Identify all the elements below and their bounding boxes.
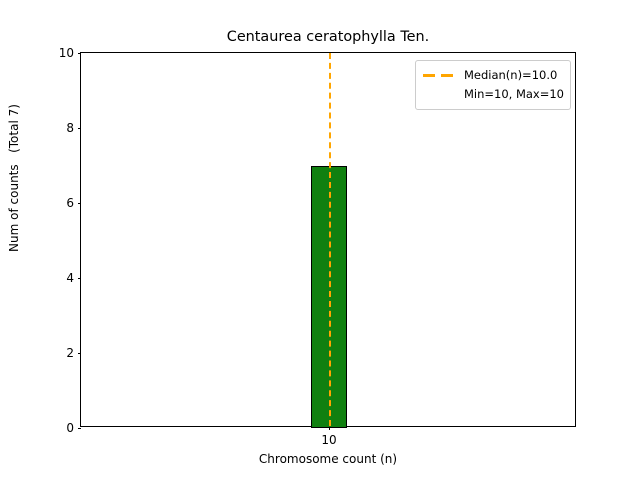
page-title: Centaurea ceratophylla Ten.	[226, 29, 430, 45]
y-tick-mark	[77, 127, 81, 129]
bar	[311, 165, 347, 428]
legend-entry: Min=10, Max=10	[422, 85, 564, 104]
x-axis-label: Chromosome count (n)	[258, 452, 398, 466]
y-tick-label: 0	[66, 421, 74, 435]
y-tick-mark	[77, 52, 81, 54]
y-tick-label: 6	[66, 196, 74, 210]
legend-label: Median(n)=10.0	[463, 68, 558, 82]
y-tick-label: 4	[66, 271, 74, 285]
plot-area: 0 2 4 6 8 10 10 Median(n)=10.0 Min=10, Max=10	[59, 46, 576, 447]
legend-label: Min=10, Max=10	[463, 87, 564, 101]
y-tick-mark	[77, 427, 81, 429]
y-axis-label: Num of counts (Total 7)	[7, 104, 21, 252]
legend-dashed-line-icon	[422, 70, 456, 81]
y-tick-mark	[77, 277, 81, 279]
y-tick-mark	[77, 352, 81, 354]
y-tick-label: 8	[66, 121, 74, 135]
legend-box: Median(n)=10.0 Min=10, Max=10	[414, 60, 571, 110]
y-tick-label: 10	[58, 46, 74, 60]
y-tick-label: 2	[66, 346, 74, 360]
median-line-marker	[329, 53, 331, 426]
y-tick-mark	[77, 202, 81, 204]
x-tick-label: 10	[321, 433, 337, 447]
legend-entry: Median(n)=10.0	[422, 66, 564, 85]
